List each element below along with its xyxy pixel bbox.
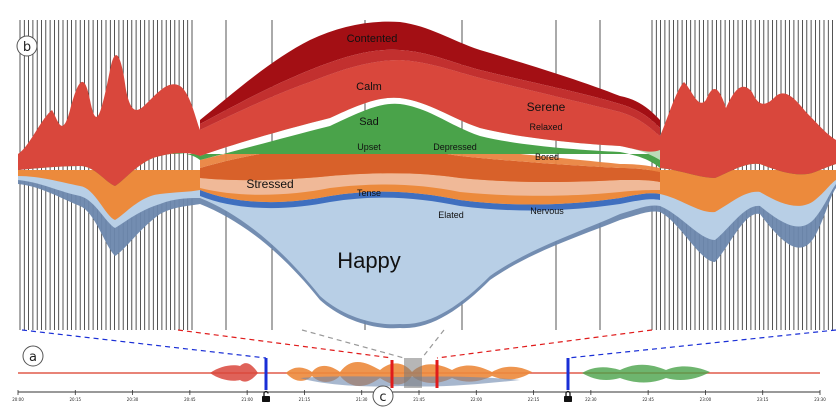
overview-axis-ticks: 20:00 20:15 20:30 20:45 21:00 21:15 21:30 21:45… bbox=[12, 390, 826, 402]
stream-elated bbox=[200, 190, 660, 211]
label-contented: Contented bbox=[347, 33, 398, 45]
stream-contented bbox=[200, 21, 660, 128]
axis-tick-label: 22:45 bbox=[642, 397, 654, 402]
lock-icon[interactable] bbox=[564, 390, 572, 403]
axis-tick-label: 21:00 bbox=[241, 397, 253, 402]
panel-c-letter: c bbox=[379, 390, 386, 405]
label-bored: Bored bbox=[535, 152, 559, 162]
axis-tick-label: 21:45 bbox=[413, 397, 425, 402]
label-serene: Serene bbox=[527, 100, 566, 114]
axis-tick-label: 20:45 bbox=[184, 397, 196, 402]
label-stressed: Stressed bbox=[246, 177, 293, 191]
stream-serene bbox=[200, 49, 660, 136]
axis-tick-label: 22:00 bbox=[471, 397, 483, 402]
stream-green bbox=[18, 103, 836, 186]
emotion-labels: Contented Calm Serene Relaxed Sad Depres… bbox=[246, 33, 565, 273]
axis-tick-label: 23:30 bbox=[814, 397, 826, 402]
stream-happy bbox=[18, 176, 836, 325]
lens-focus-region[interactable] bbox=[404, 358, 422, 388]
axis-tick-label: 20:00 bbox=[12, 397, 24, 402]
label-happy: Happy bbox=[337, 248, 401, 273]
label-sad: Sad bbox=[359, 116, 379, 128]
axis-tick-label: 21:30 bbox=[356, 397, 368, 402]
panel-b-marker: b bbox=[16, 35, 38, 57]
label-depressed: Depressed bbox=[433, 142, 477, 152]
stream-layers bbox=[18, 21, 836, 329]
overview-stream-left bbox=[210, 363, 258, 382]
axis-tick-label: 20:15 bbox=[70, 397, 82, 402]
label-relaxed: Relaxed bbox=[529, 122, 562, 132]
unlock-icon[interactable] bbox=[262, 390, 270, 403]
axis-tick-label: 22:15 bbox=[528, 397, 540, 402]
axis-tick-label: 21:15 bbox=[299, 397, 311, 402]
label-elated: Elated bbox=[438, 210, 464, 220]
stream-tense bbox=[200, 173, 660, 196]
panel-a-marker: a bbox=[22, 345, 44, 367]
label-upset: Upset bbox=[357, 142, 381, 152]
axis-tick-label: 22:30 bbox=[585, 397, 597, 402]
axis-tick-label: 23:15 bbox=[757, 397, 769, 402]
axis-tick-label: 23:00 bbox=[700, 397, 712, 402]
overview-stream-right bbox=[582, 364, 710, 383]
label-calm: Calm bbox=[356, 81, 382, 93]
label-nervous: Nervous bbox=[530, 206, 564, 216]
lens-projection-lines bbox=[21, 329, 837, 359]
panel-b-letter: b bbox=[23, 40, 31, 55]
axis-tick-label: 20:30 bbox=[127, 397, 139, 402]
panel-a-letter: a bbox=[29, 350, 37, 365]
label-tense: Tense bbox=[357, 188, 381, 198]
panel-c-marker: c bbox=[372, 385, 394, 407]
overview-timeline[interactable]: 20:00 20:15 20:30 20:45 21:00 21:15 21:30 21:45… bbox=[12, 358, 826, 402]
stream-red bbox=[18, 55, 836, 186]
